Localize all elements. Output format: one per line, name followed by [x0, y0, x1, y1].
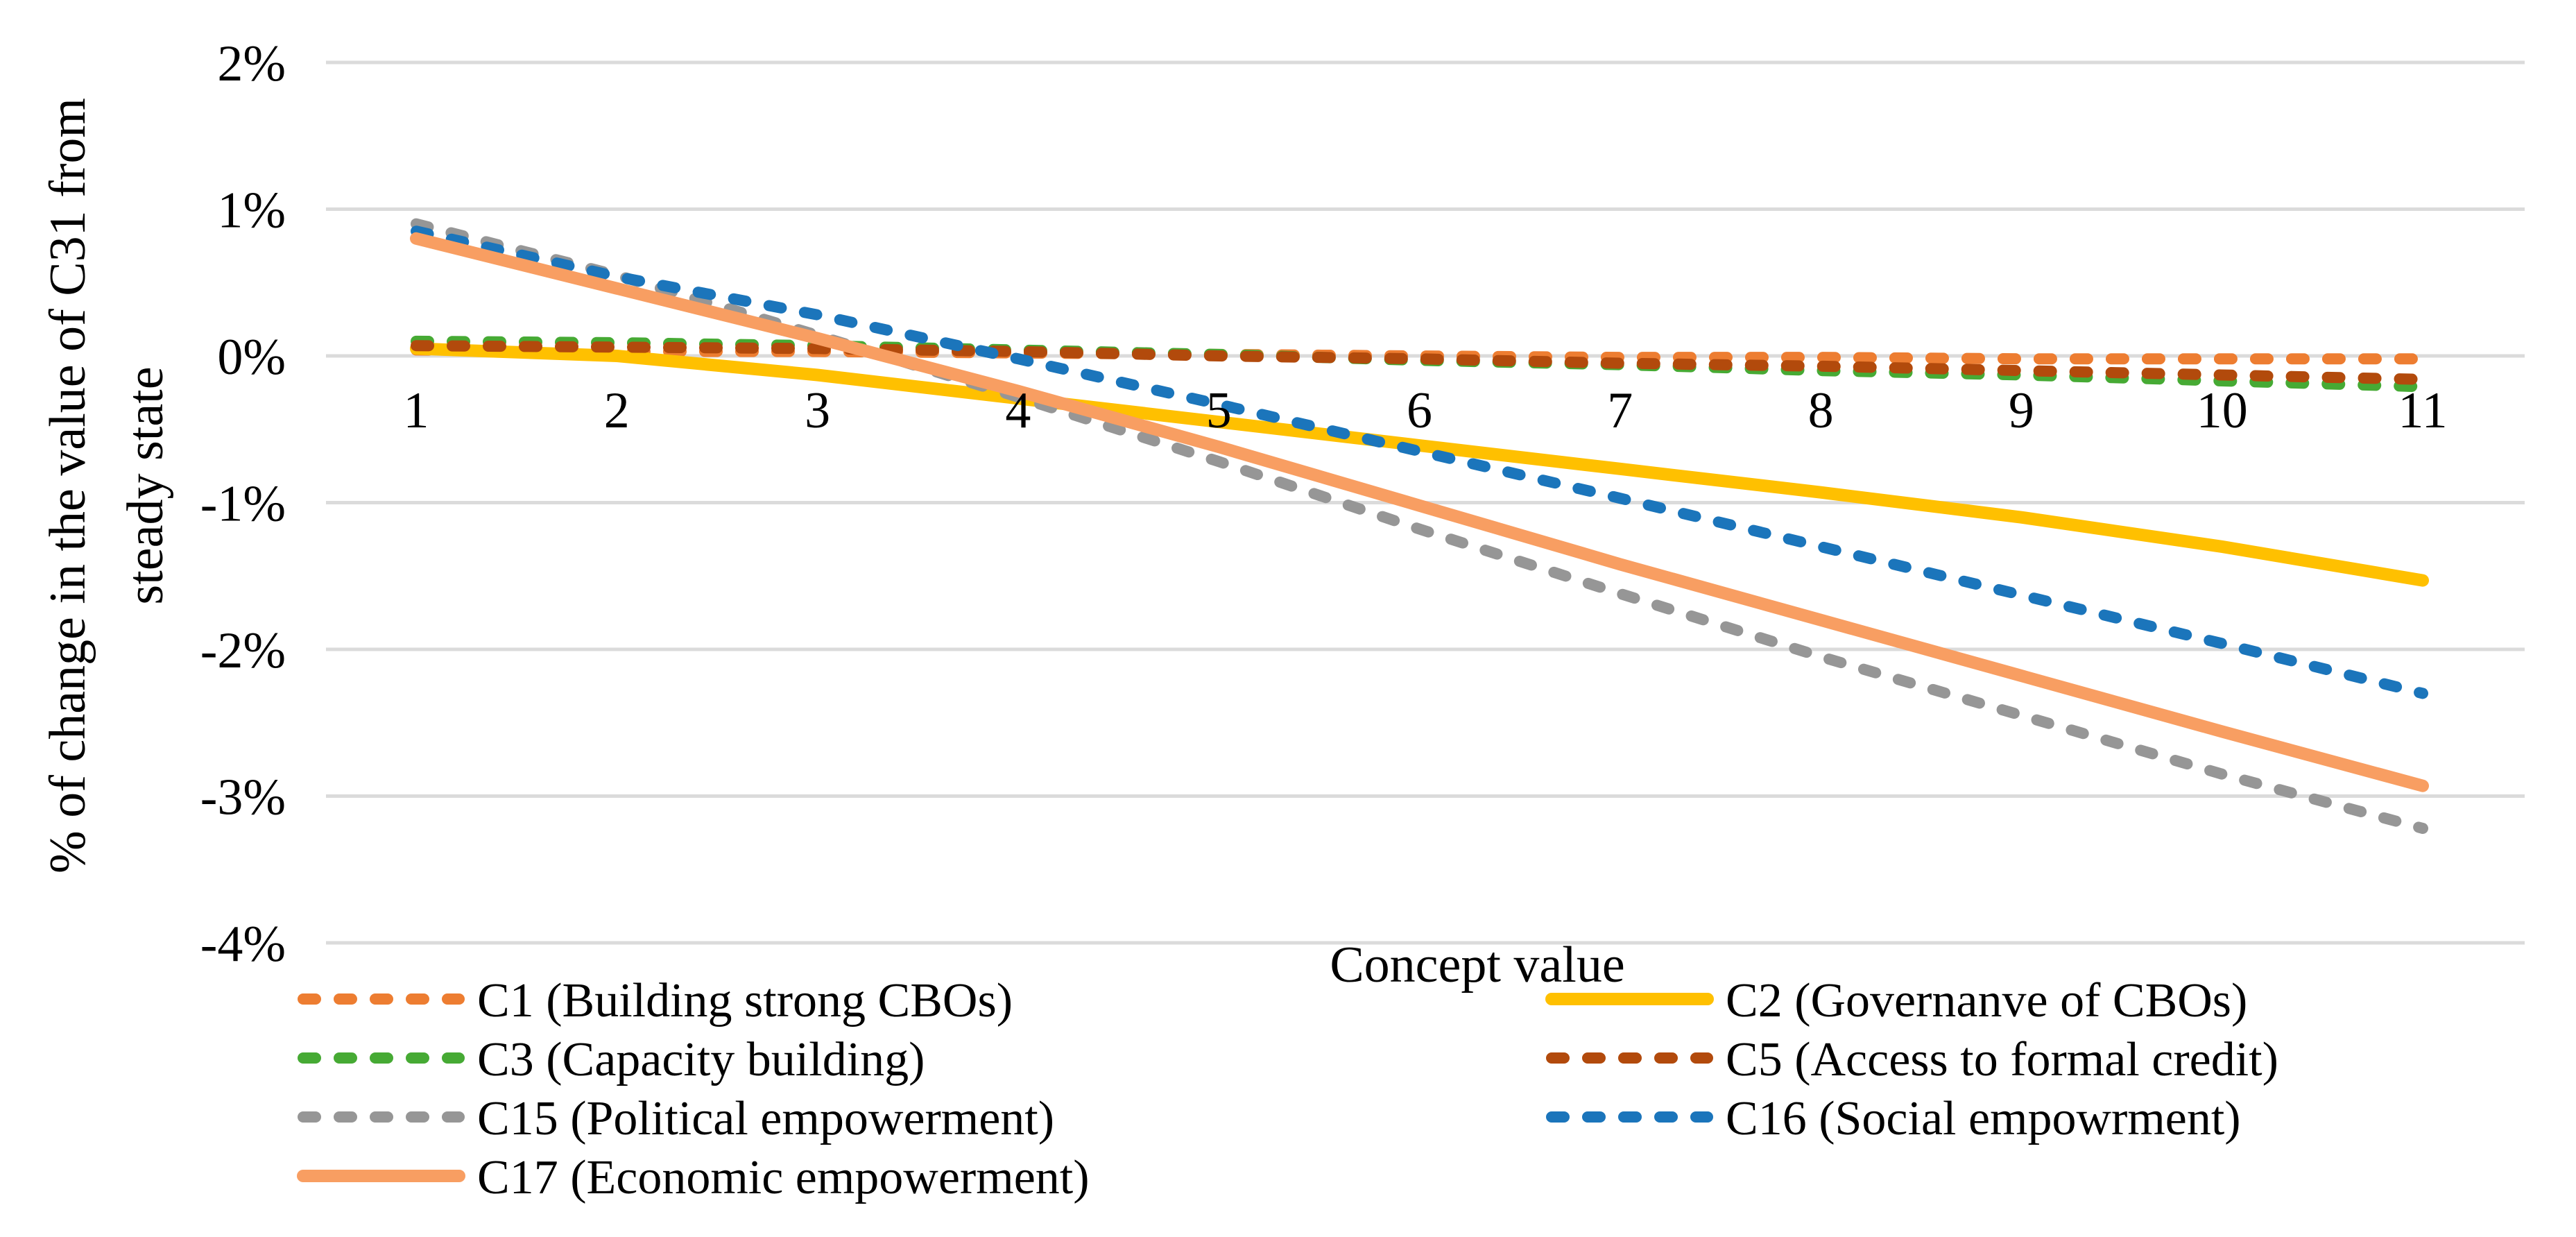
series-line-C15	[411, 218, 2428, 835]
legend-label: C5 (Access to formal credit)	[1726, 1033, 2278, 1086]
legend-item: C1 (Building strong CBOs)	[298, 974, 1013, 1027]
y-tick-label: -3%	[200, 769, 286, 826]
x-axis-tick-labels: 1 2 3 4 5 6 7 8 9 10 11	[404, 382, 2448, 439]
y-tick-label: 1%	[217, 182, 286, 239]
legend: C1 (Building strong CBOs) C3 (Capacity bu…	[297, 974, 2278, 1204]
y-axis-tick-labels: 2% 1% 0% -1% -2% -3% -4%	[200, 35, 286, 973]
series-line-C5	[411, 340, 2428, 385]
x-tick-label: 10	[2197, 382, 2248, 439]
x-tick-label: 8	[1808, 382, 1834, 439]
y-tick-label: -2%	[200, 622, 286, 679]
x-tick-label: 6	[1407, 382, 1432, 439]
x-tick-label: 7	[1607, 382, 1633, 439]
legend-item: C16 (Social empowrment)	[1546, 1092, 2241, 1145]
series-line-C17	[410, 232, 2429, 792]
legend-item: C15 (Political empowerment)	[298, 1092, 1054, 1145]
y-tick-label: -1%	[200, 476, 286, 533]
series-line-C2	[410, 342, 2429, 587]
x-tick-label: 1	[404, 382, 429, 439]
legend-label: C15 (Political empowerment)	[477, 1092, 1054, 1145]
series-lines	[410, 218, 2429, 835]
x-axis-title: Concept value	[1330, 937, 1624, 993]
y-tick-label: 2%	[217, 35, 286, 92]
legend-label: C2 (Governanve of CBOs)	[1726, 974, 2247, 1027]
y-tick-label: 0%	[217, 329, 286, 386]
legend-item: C17 (Economic empowerment)	[297, 1151, 1090, 1204]
legend-item: C3 (Capacity building)	[298, 1033, 925, 1086]
x-tick-label: 9	[2009, 382, 2034, 439]
legend-label: C17 (Economic empowerment)	[477, 1151, 1090, 1204]
x-tick-label: 2	[604, 382, 630, 439]
x-tick-label: 3	[805, 382, 830, 439]
x-tick-label: 5	[1206, 382, 1232, 439]
y-tick-label: -4%	[200, 916, 286, 973]
x-tick-label: 11	[2398, 382, 2447, 439]
legend-item: C5 (Access to formal credit)	[1546, 1033, 2278, 1086]
x-tick-label: 4	[1005, 382, 1031, 439]
legend-label: C16 (Social empowrment)	[1726, 1092, 2241, 1145]
y-axis-title-line1: % of change in the value of C31 from	[40, 98, 96, 873]
series-line-C16	[411, 225, 2428, 699]
legend-item: C2 (Governanve of CBOs)	[1545, 974, 2247, 1027]
legend-label: C3 (Capacity building)	[477, 1033, 925, 1086]
y-axis-title-line2: steady state	[117, 366, 174, 604]
legend-label: C1 (Building strong CBOs)	[477, 974, 1013, 1027]
